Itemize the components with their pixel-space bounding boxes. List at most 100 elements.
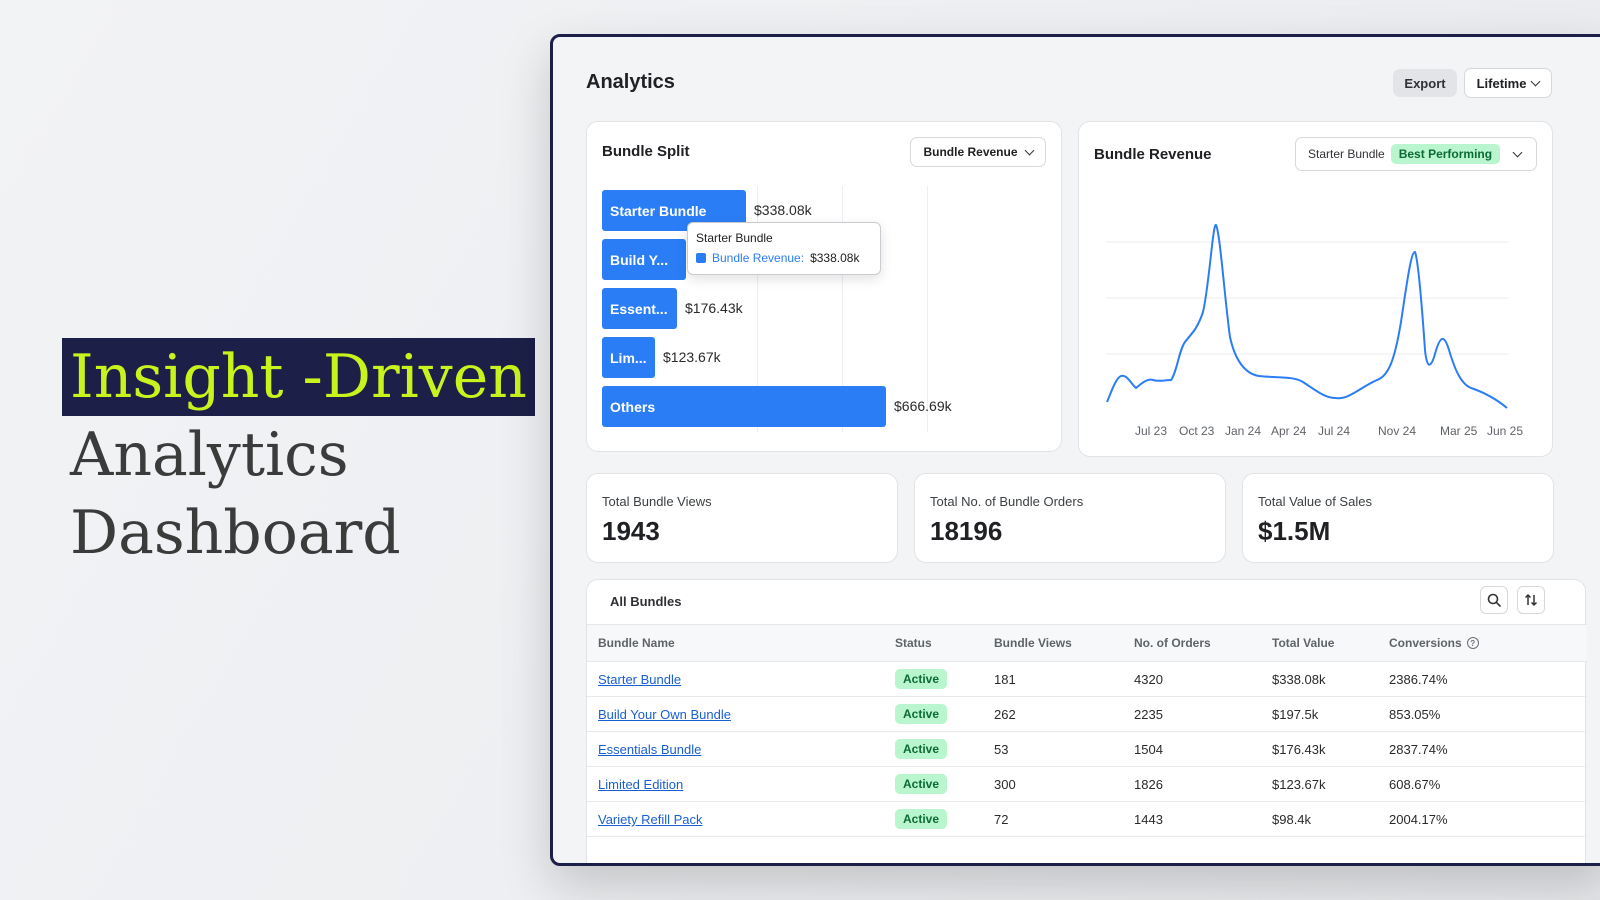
export-button[interactable]: Export [1393,69,1457,97]
conversions-cell: 608.67% [1389,777,1441,792]
metric-card-views: Total Bundle Views 1943 [586,473,898,563]
bundle-name-link[interactable]: Build Your Own Bundle [598,707,731,722]
orders-cell: 4320 [1134,672,1163,687]
metric-card-orders: Total No. of Bundle Orders 18196 [914,473,1226,563]
column-header[interactable]: Bundle Views [994,636,1072,650]
selected-bundle-label: Starter Bundle [1308,147,1385,161]
metric-label: Total Value of Sales [1258,494,1372,509]
table-row[interactable]: Variety Refill Pack Active 72 1443 $98.4k 200… [587,802,1587,837]
status-badge: Active [895,739,948,759]
gridline [842,186,843,432]
split-metric-dropdown[interactable]: Bundle Revenue [910,137,1046,167]
all-bundles-table: All Bundles Bundle Name Status Bundle Vi… [586,579,1587,863]
tooltip-key: Bundle Revenue: [712,251,805,265]
column-header[interactable]: Status [895,636,932,650]
split-bar[interactable]: Build Y... [602,239,686,280]
table-row[interactable]: Limited Edition Active 300 1826 $123.67k 608.… [587,767,1587,802]
hero-line-analytics: Analytics [70,420,349,490]
conversions-cell: 2386.74% [1389,672,1448,687]
table-row[interactable]: Starter Bundle Active 181 4320 $338.08k 2386.… [587,662,1587,697]
status-badge: Active [895,669,948,689]
split-metric-label: Bundle Revenue [923,145,1018,159]
x-axis-tick: Nov 24 [1378,424,1417,438]
bundle-split-title: Bundle Split [602,143,690,160]
split-bar[interactable]: Others [602,386,886,427]
tooltip-title: Starter Bundle [696,231,773,245]
table-row[interactable]: Essentials Bundle Active 53 1504 $176.43k 283… [587,732,1587,767]
gridline [927,186,928,432]
bundle-views-cell: 300 [994,777,1016,792]
x-axis-tick: Jul 24 [1318,424,1351,438]
orders-cell: 1826 [1134,777,1163,792]
column-header[interactable]: Total Value [1272,636,1335,650]
bundle-revenue-title: Bundle Revenue [1094,146,1212,163]
table-title: All Bundles [610,594,682,609]
split-bar[interactable]: Essent... [602,288,677,329]
sort-button[interactable] [1517,586,1545,614]
bundle-name-link[interactable]: Variety Refill Pack [598,812,703,827]
dashboard-window: Analytics Export Lifetime Bundle Split B… [550,34,1600,866]
bundle-views-cell: 72 [994,812,1009,827]
legend-swatch-icon [696,253,706,263]
bundle-name-link[interactable]: Limited Edition [598,777,684,792]
metric-card-sales: Total Value of Sales $1.5M [1242,473,1554,563]
tooltip-value: $338.08k [810,251,860,265]
column-header[interactable]: Conversions? [1389,636,1479,650]
bundle-split-card: Bundle Split Bundle Revenue Starter Bund… [586,121,1062,452]
gridline [757,186,758,432]
bundle-views-cell: 53 [994,742,1009,757]
bundle-split-chart: Starter Bundle $338.08k Build Y... Essent..… [587,122,1063,453]
revenue-line-chart [1106,223,1509,409]
metric-value: 18196 [930,516,1003,546]
table-header: Bundle Name Status Bundle Views No. of O… [587,624,1587,662]
bundle-select-dropdown[interactable]: Starter Bundle Best Performing [1295,137,1537,171]
x-axis-tick: Oct 23 [1179,424,1215,438]
chart-tooltip: Starter Bundle Bundle Revenue: $338.08k [687,222,881,275]
orders-cell: 1443 [1134,812,1163,827]
orders-cell: 2235 [1134,707,1163,722]
period-label: Lifetime [1476,75,1527,91]
x-axis-tick: Jan 24 [1225,424,1262,438]
metric-value: $1.5M [1258,516,1331,546]
conversions-cell: 2837.74% [1389,742,1448,757]
bundle-revenue-card: Bundle Revenue Starter Bundle Best Perfo… [1078,121,1553,457]
bar-value-label: $338.08k [754,202,812,218]
revenue-series-line [1106,223,1508,409]
metric-value: 1943 [602,516,660,546]
chevron-down-icon [1530,76,1541,86]
bundle-name-link[interactable]: Essentials Bundle [598,742,702,757]
x-axis-tick: Apr 24 [1271,424,1307,438]
bundle-views-cell: 181 [994,672,1016,687]
bundle-views-cell: 262 [994,707,1016,722]
column-header[interactable]: No. of Orders [1134,636,1211,650]
split-bar[interactable]: Lim... [602,337,655,378]
status-badge: Active [895,774,948,794]
hero-highlight-text: Insight -Driven [62,338,535,416]
search-button[interactable] [1480,586,1508,614]
search-icon [1487,593,1501,607]
metric-label: Total No. of Bundle Orders [930,494,1084,509]
total-value-cell: $98.4k [1272,812,1312,827]
hero-line-dashboard: Dashboard [70,498,401,568]
table-row[interactable]: Build Your Own Bundle Active 262 2235 $197.5… [587,697,1587,732]
x-axis-tick: Mar 25 [1440,424,1478,438]
metric-label: Total Bundle Views [602,494,712,509]
bar-value-label: $176.43k [685,300,743,316]
period-dropdown[interactable]: Lifetime [1464,68,1552,98]
status-badge: Active [895,704,948,724]
status-badge: Active [895,809,948,829]
help-icon[interactable]: ? [1466,637,1479,649]
sort-arrows-icon [1524,593,1538,607]
conversions-cell: 2004.17% [1389,812,1448,827]
bundle-name-link[interactable]: Starter Bundle [598,672,682,687]
column-header[interactable]: Bundle Name [598,636,675,650]
total-value-cell: $123.67k [1272,777,1326,792]
total-value-cell: $176.43k [1272,742,1326,757]
bar-value-label: $666.69k [894,398,952,414]
x-axis-tick: Jul 23 [1135,424,1168,438]
total-value-cell: $197.5k [1272,707,1319,722]
bar-value-label: $123.67k [663,349,721,365]
conversions-cell: 853.05% [1389,707,1441,722]
page-title: Analytics [586,71,675,93]
hero-heading: Insight -Driven Analytics Dashboard [62,338,535,572]
